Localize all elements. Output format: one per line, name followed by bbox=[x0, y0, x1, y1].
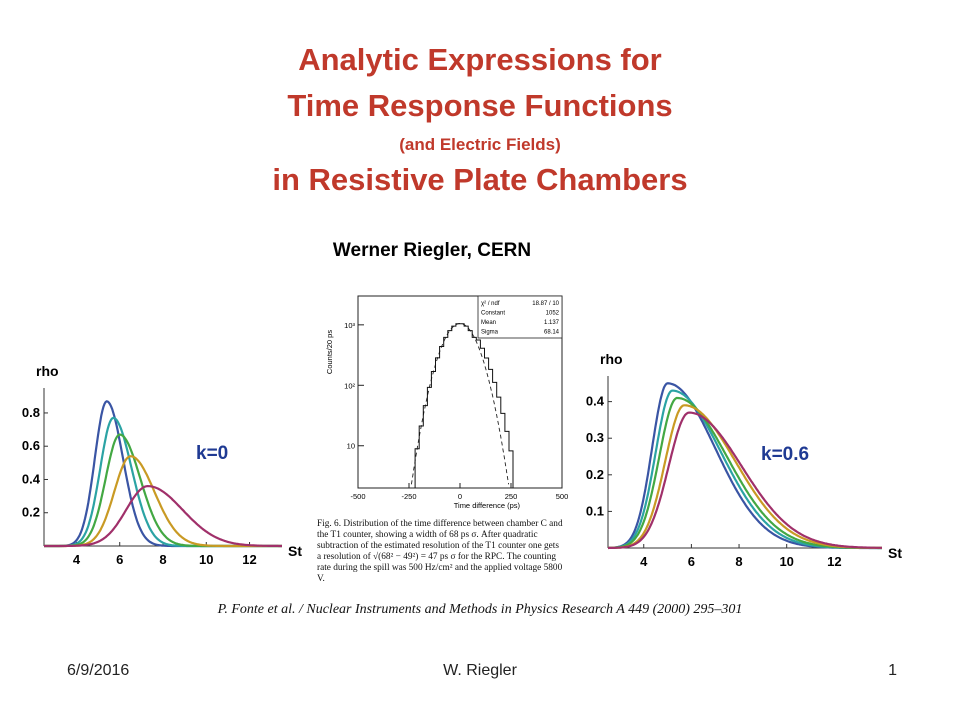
stats-label: Sigma bbox=[481, 330, 499, 336]
stats-label: Mean bbox=[481, 320, 496, 326]
stats-value: 68.14 bbox=[544, 330, 560, 336]
x-tick-label: 6 bbox=[688, 554, 695, 569]
y-tick-label: 0.2 bbox=[586, 467, 604, 482]
y-tick-label: 0.8 bbox=[22, 405, 40, 420]
k0-label: k=0 bbox=[196, 443, 229, 464]
y-tick-label: 10² bbox=[344, 381, 355, 390]
x-tick-label: 10 bbox=[779, 554, 793, 569]
title-line-2: Time Response Functions bbox=[287, 88, 673, 123]
gaussian-fit-line bbox=[410, 323, 510, 485]
y-tick-label: 0.2 bbox=[22, 505, 40, 520]
x-tick-label: 12 bbox=[242, 552, 256, 567]
x-axis-label: St bbox=[288, 543, 302, 559]
y-tick-label: 0.3 bbox=[586, 430, 604, 445]
x-tick-label: 12 bbox=[827, 554, 841, 569]
title-line-3: (and Electric Fields) bbox=[399, 135, 561, 154]
y-tick-label: 0.6 bbox=[22, 438, 40, 453]
y-tick-label: 10³ bbox=[344, 321, 355, 330]
k06-label: k=0.6 bbox=[761, 444, 810, 465]
y-axis-label: rho bbox=[36, 363, 59, 379]
title-line-1: Analytic Expressions for bbox=[298, 42, 662, 77]
stats-value: 18.87 / 10 bbox=[532, 301, 559, 307]
citation: P. Fonte et al. / Nuclear Instruments an… bbox=[217, 602, 743, 617]
y-tick-label: 10 bbox=[347, 442, 355, 451]
x-tick-label: 8 bbox=[735, 554, 742, 569]
author: Werner Riegler, CERN bbox=[332, 240, 532, 261]
x-tick-label: 10 bbox=[199, 552, 213, 567]
footer-date: 6/9/2016 bbox=[67, 662, 130, 679]
series-line bbox=[44, 416, 282, 548]
x-tick-label: 6 bbox=[116, 552, 123, 567]
stats-box bbox=[477, 295, 563, 339]
x-tick-label: 4 bbox=[640, 554, 648, 569]
y-axis-label: Counts/20 ps bbox=[325, 330, 334, 374]
chart-k0: 4 6 8 10 12 0.2 0.4 0.6 0.8 St rho bbox=[22, 363, 302, 567]
y-tick-label: 0.4 bbox=[586, 394, 605, 409]
footer-page-number: 1 bbox=[888, 662, 897, 679]
chart-time-difference: -500 -250 0 250 500 10 10² 10³ Time difference (… bbox=[325, 295, 569, 510]
x-axis-label: St bbox=[888, 545, 902, 561]
x-tick-label: 0 bbox=[458, 492, 462, 501]
x-tick-label: 8 bbox=[159, 552, 166, 567]
series-line bbox=[44, 400, 282, 548]
footer-author: W. Riegler bbox=[443, 662, 517, 679]
x-tick-label: 500 bbox=[556, 492, 569, 501]
histogram-line bbox=[414, 323, 514, 488]
x-tick-label: -500 bbox=[350, 492, 365, 501]
x-tick-label: 4 bbox=[73, 552, 81, 567]
y-axis-label: rho bbox=[600, 351, 623, 367]
series-line bbox=[44, 484, 282, 548]
x-axis-label: Time difference (ps) bbox=[454, 501, 521, 510]
y-tick-label: 0.4 bbox=[22, 471, 41, 486]
series-line bbox=[607, 411, 882, 550]
title-line-4: in Resistive Plate Chambers bbox=[272, 162, 688, 197]
y-tick-label: 0.1 bbox=[586, 503, 604, 518]
x-tick-label: 250 bbox=[505, 492, 518, 501]
stats-value: 1052 bbox=[546, 311, 560, 317]
figure-caption: Fig. 6. Distribution of the time differe… bbox=[317, 519, 563, 584]
stats-value: 1.137 bbox=[544, 320, 560, 326]
chart-k06: 4 6 8 10 12 0.1 0.2 0.3 0.4 St rho bbox=[586, 351, 902, 569]
stats-label: Constant bbox=[481, 311, 505, 317]
stats-label: χ² / ndf bbox=[481, 301, 500, 307]
x-tick-label: -250 bbox=[401, 492, 416, 501]
